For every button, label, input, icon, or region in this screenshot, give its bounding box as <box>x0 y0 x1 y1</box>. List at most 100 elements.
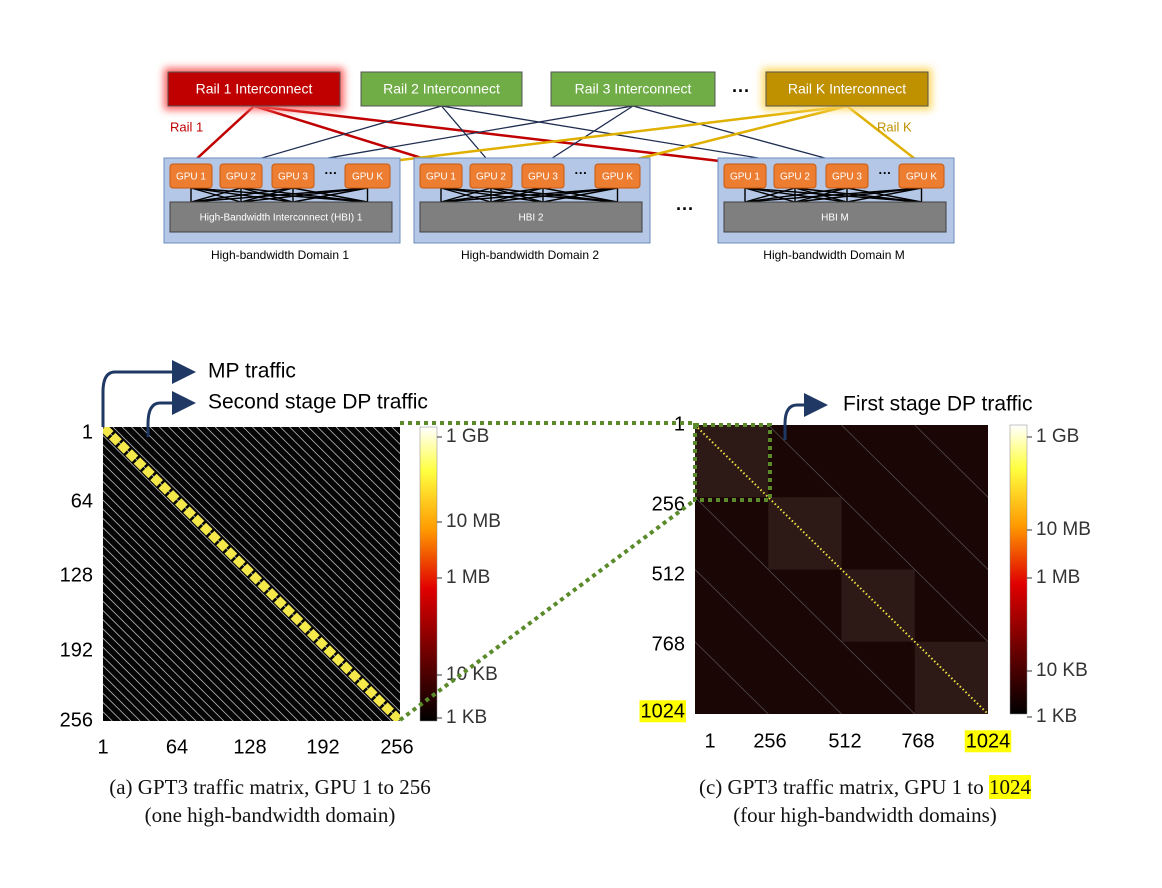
gpu-label: GPU 2 <box>476 172 506 183</box>
gpu-label: GPU 3 <box>832 172 862 183</box>
domain-label: High-bandwidth Domain M <box>763 248 904 262</box>
annotation-arrow <box>101 360 196 427</box>
gpu-box <box>825 163 869 189</box>
heatmap-stripe <box>103 453 373 721</box>
rail-label: Rail 1 <box>170 119 203 134</box>
rail-link <box>846 105 923 165</box>
ellipsis: ··· <box>575 165 588 180</box>
hbi-link <box>744 187 922 203</box>
hbi-link <box>846 187 922 203</box>
heatmap-stripe <box>768 425 988 643</box>
heatmap-stripe <box>326 427 400 501</box>
annotation: MP traffic <box>208 360 296 383</box>
rail-link <box>253 104 442 166</box>
x-tick-label: 256 <box>380 736 413 758</box>
heatmap-stripe <box>103 600 225 721</box>
interconnect-label: Rail K Interconnect <box>788 81 906 97</box>
gpu-label: GPU 2 <box>226 172 256 183</box>
diagonal-block <box>158 481 172 495</box>
heatmap-stripe <box>103 591 234 721</box>
heatmap-stripe <box>131 427 400 694</box>
zoom-line <box>398 498 697 722</box>
gpu-box <box>723 163 767 189</box>
hbi-link <box>490 187 544 203</box>
gpu-box <box>169 163 213 189</box>
hbi-label: High-Bandwidth Interconnect (HBI) 1 <box>200 213 363 224</box>
colorbar-label: 1 MB <box>1036 567 1080 588</box>
diagonal <box>695 425 988 714</box>
caption-text: (c) GPT3 traffic matrix, GPU 1 to <box>698 775 984 799</box>
y-tick-label: 512 <box>652 563 685 585</box>
ellipsis: ··· <box>732 81 750 101</box>
y-tick-label: 768 <box>652 633 685 655</box>
heatmap-stripe <box>103 582 243 721</box>
heatmap-stripe <box>103 573 253 721</box>
rail-link <box>292 105 634 165</box>
heatmap-stripe <box>103 481 346 721</box>
colorbar-label: 1 GB <box>1036 426 1079 447</box>
colorbar-label: 1 KB <box>1036 706 1077 727</box>
heatmap <box>103 427 400 721</box>
hbi-link <box>292 187 368 203</box>
hbi-link <box>190 187 242 203</box>
interconnect-box <box>360 71 523 107</box>
y-tick-label: 1 <box>82 421 93 443</box>
y-tick-label: 256 <box>652 493 685 515</box>
colorbar-label: 10 KB <box>1036 660 1088 681</box>
heatmap-stripe <box>298 427 400 528</box>
heatmap-stripe <box>103 646 178 721</box>
heatmap-stripe <box>187 427 400 639</box>
colorbar-label: 1 MB <box>446 567 490 588</box>
caption-line: (one high-bandwidth domain) <box>144 803 396 827</box>
heatmap-stripe <box>103 637 187 721</box>
diagonal-block <box>133 457 147 471</box>
heatmap-stripe <box>103 655 169 721</box>
x-tick-label: 256 <box>753 730 786 752</box>
annotation-arrow <box>146 391 196 437</box>
hbi-link <box>440 187 492 203</box>
heatmap-stripe <box>252 427 400 574</box>
heatmap-stripe <box>695 569 842 714</box>
colorbar <box>419 426 438 722</box>
hbi-link <box>744 187 848 203</box>
heatmap-stripe <box>103 517 308 721</box>
x-tick-label: 512 <box>828 730 861 752</box>
heatmap-stripe <box>214 427 400 611</box>
heatmap-stripe <box>841 425 988 570</box>
gpu-box <box>344 163 391 189</box>
interconnect-label: Rail 3 Interconnect <box>575 81 692 97</box>
heatmap-stripe <box>103 536 290 721</box>
colorbar-label: 10 KB <box>446 664 498 685</box>
y-tick-label: 64 <box>71 490 93 512</box>
heatmap-stripe <box>307 427 400 519</box>
rail-label: Rail K <box>877 119 912 134</box>
diagonal-block <box>103 427 114 438</box>
caption-a: (a) GPT3 traffic matrix, GPU 1 to 256 (o… <box>10 773 530 829</box>
hbi-link <box>190 187 368 203</box>
rail-link <box>632 105 848 165</box>
domain: GPU 1 GPU 2 GPU 3 GPU K ··· HBI M High-bandwid… <box>717 157 955 262</box>
heatmap-stripe <box>205 427 400 620</box>
heatmap-stripe <box>103 462 364 721</box>
diagonal-block <box>150 473 163 487</box>
gpu-label: GPU 3 <box>528 172 558 183</box>
domain-label: High-bandwidth Domain 2 <box>461 248 599 262</box>
heatmap-stripe <box>103 545 280 721</box>
caption-line: (four high-bandwidth domains) <box>733 803 997 827</box>
heatmap-stripe <box>103 444 383 721</box>
colorbar-label: 10 MB <box>446 511 501 532</box>
heatmap-stripe <box>103 435 392 721</box>
heatmap-stripe <box>695 641 769 714</box>
heatmap-stripe <box>373 427 400 454</box>
tick-highlight <box>639 700 686 723</box>
gpu-box <box>898 163 945 189</box>
heatmap-stripe <box>261 427 400 565</box>
heatmap-stripe <box>103 628 197 721</box>
heatmap-stripe <box>103 665 160 721</box>
heatmap-stripe <box>280 427 400 547</box>
hbi-label: HBI M <box>821 213 849 224</box>
heatmap-stripe <box>103 609 215 721</box>
heatmap-stripe <box>149 427 400 675</box>
heatmap-stripe <box>103 471 355 721</box>
heatmap-stripe <box>103 508 318 721</box>
